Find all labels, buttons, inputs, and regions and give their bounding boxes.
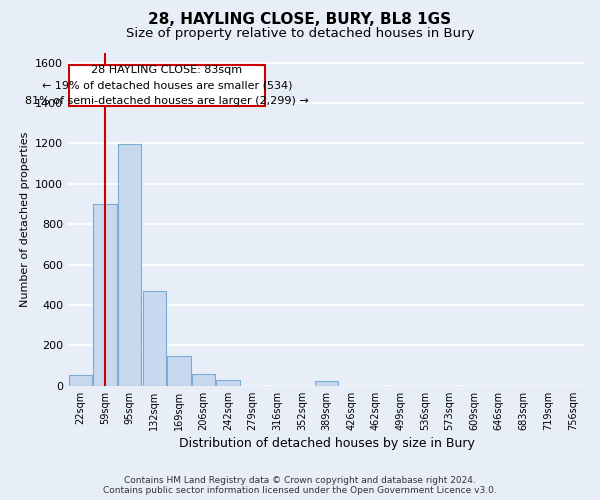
Text: Size of property relative to detached houses in Bury: Size of property relative to detached ho…: [126, 28, 474, 40]
Bar: [94, 204, 116, 386]
Y-axis label: Number of detached properties: Number of detached properties: [20, 132, 29, 307]
Bar: [167, 356, 191, 386]
Bar: [68, 374, 92, 386]
Text: 28, HAYLING CLOSE, BURY, BL8 1GS: 28, HAYLING CLOSE, BURY, BL8 1GS: [148, 12, 452, 28]
Text: Contains HM Land Registry data © Crown copyright and database right 2024.
Contai: Contains HM Land Registry data © Crown c…: [103, 476, 497, 495]
Bar: [315, 381, 338, 386]
X-axis label: Distribution of detached houses by size in Bury: Distribution of detached houses by size …: [179, 437, 475, 450]
Text: 28 HAYLING CLOSE: 83sqm
← 19% of detached houses are smaller (534)
81% of semi-d: 28 HAYLING CLOSE: 83sqm ← 19% of detache…: [25, 64, 308, 106]
Bar: [192, 374, 215, 386]
Bar: [68, 64, 265, 106]
Bar: [143, 291, 166, 386]
Bar: [217, 380, 240, 386]
Bar: [118, 144, 142, 386]
